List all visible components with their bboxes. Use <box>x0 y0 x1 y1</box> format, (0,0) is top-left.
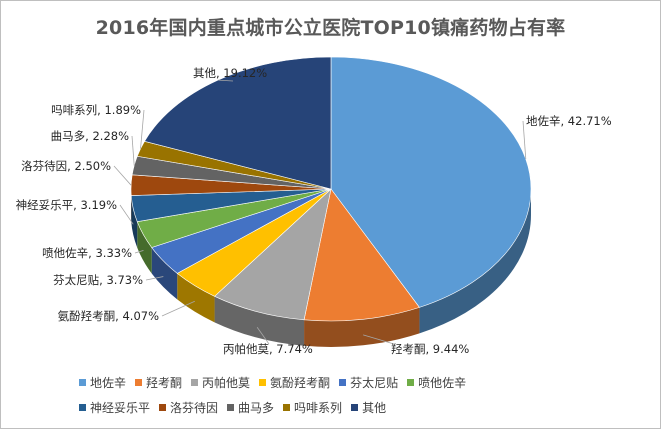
slice-1 <box>303 188 420 322</box>
leader-line-5 <box>134 250 144 254</box>
slice-label-8: 曲马多, 2.28% <box>51 129 129 143</box>
leader-line-2 <box>256 327 270 345</box>
slice-label-1: 羟考酮, 9.44% <box>391 342 469 356</box>
legend-swatch <box>351 404 359 411</box>
leader-line-4 <box>145 276 164 281</box>
legend-label: 氨酚羟考酮 <box>270 376 331 390</box>
slice-side-5 <box>137 221 152 274</box>
pie-sides <box>131 189 531 347</box>
slice-label-5: 喷他佐辛, 3.33% <box>42 246 132 260</box>
legend-swatch <box>259 379 267 386</box>
legend-swatch <box>283 404 291 411</box>
legend-swatch <box>79 379 86 386</box>
leader-line-10 <box>217 79 234 82</box>
legend-item: 洛芬待因 <box>159 399 218 416</box>
leader-line-0 <box>522 120 527 160</box>
slice-label-10: 其他, 19.12% <box>193 66 267 80</box>
slice-label-6: 神经妥乐平, 3.19% <box>16 198 117 212</box>
slice-side-0 <box>419 189 531 334</box>
legend-row: 地佐辛 羟考酮 丙帕他莫 氨酚羟考酮 芬太尼贴 喷他佐辛 <box>79 374 599 391</box>
legend-swatch <box>159 404 167 411</box>
slice-side-4 <box>151 247 178 300</box>
slice-side-6 <box>131 195 138 248</box>
slice-label-3: 氨酚羟考酮, 4.07% <box>58 309 159 323</box>
slice-side-1 <box>304 307 420 347</box>
legend-item: 氨酚羟考酮 <box>259 374 330 391</box>
slice-side-3 <box>177 273 215 323</box>
chart-title: 2016年国内重点城市公立医院TOP10镇痛药物占有率 <box>95 17 566 39</box>
legend-label: 曲马多 <box>238 401 275 415</box>
legend-swatch <box>227 404 235 411</box>
slice-label-7: 洛芬待因, 2.50% <box>21 159 111 173</box>
legend-label: 洛芬待因 <box>170 401 219 415</box>
leader-line-3 <box>161 300 195 317</box>
legend-label: 芬太尼贴 <box>350 376 399 390</box>
legend-label: 丙帕他莫 <box>202 376 251 390</box>
legend-item: 神经妥乐平 <box>79 399 150 416</box>
leader-line-8 <box>131 135 135 166</box>
legend-item: 芬太尼贴 <box>339 374 398 391</box>
legend-label: 吗啡系列 <box>294 401 343 415</box>
legend-swatch <box>79 404 86 411</box>
slice-labels: 地佐辛, 42.71% 羟考酮, 9.44% 丙帕他莫, 7.74% 氨酚羟考酮, 4… <box>16 66 612 356</box>
leader-line-1 <box>363 334 395 345</box>
legend-label: 其他 <box>362 401 387 415</box>
legend-item: 羟考酮 <box>135 374 182 391</box>
legend-item: 丙帕他莫 <box>191 374 250 391</box>
slice-2 <box>214 188 332 321</box>
slice-side-2 <box>214 296 305 346</box>
legend-item: 其他 <box>351 399 386 416</box>
slice-label-2: 丙帕他莫, 7.74% <box>223 342 313 356</box>
legend-label: 羟考酮 <box>146 376 183 390</box>
legend-swatch <box>339 379 347 386</box>
slice-label-9: 吗啡系列, 1.89% <box>51 103 141 117</box>
slice-label-4: 芬太尼贴, 3.73% <box>53 273 143 287</box>
leader-line-6 <box>119 204 134 225</box>
legend: 地佐辛 羟考酮 丙帕他莫 氨酚羟考酮 芬太尼贴 喷他佐辛神经妥乐平 洛芬待因 曲马多 吗啡系列 其… <box>79 374 599 424</box>
leader-line-7 <box>113 165 132 186</box>
legend-label: 喷他佐辛 <box>418 376 467 390</box>
legend-label: 神经妥乐平 <box>90 401 151 415</box>
legend-item: 曲马多 <box>227 399 274 416</box>
legend-swatch <box>191 379 199 386</box>
pie-top <box>130 56 532 322</box>
legend-swatch <box>407 379 415 386</box>
slice-label-0: 地佐辛, 42.71% <box>526 114 612 128</box>
legend-label: 地佐辛 <box>90 376 127 390</box>
legend-item: 喷他佐辛 <box>407 374 466 391</box>
legend-row: 神经妥乐平 洛芬待因 曲马多 吗啡系列 其他 <box>79 399 599 416</box>
leader-line-9 <box>140 109 145 149</box>
legend-item: 吗啡系列 <box>283 399 342 416</box>
legend-item: 地佐辛 <box>79 374 126 391</box>
legend-swatch <box>135 379 143 386</box>
